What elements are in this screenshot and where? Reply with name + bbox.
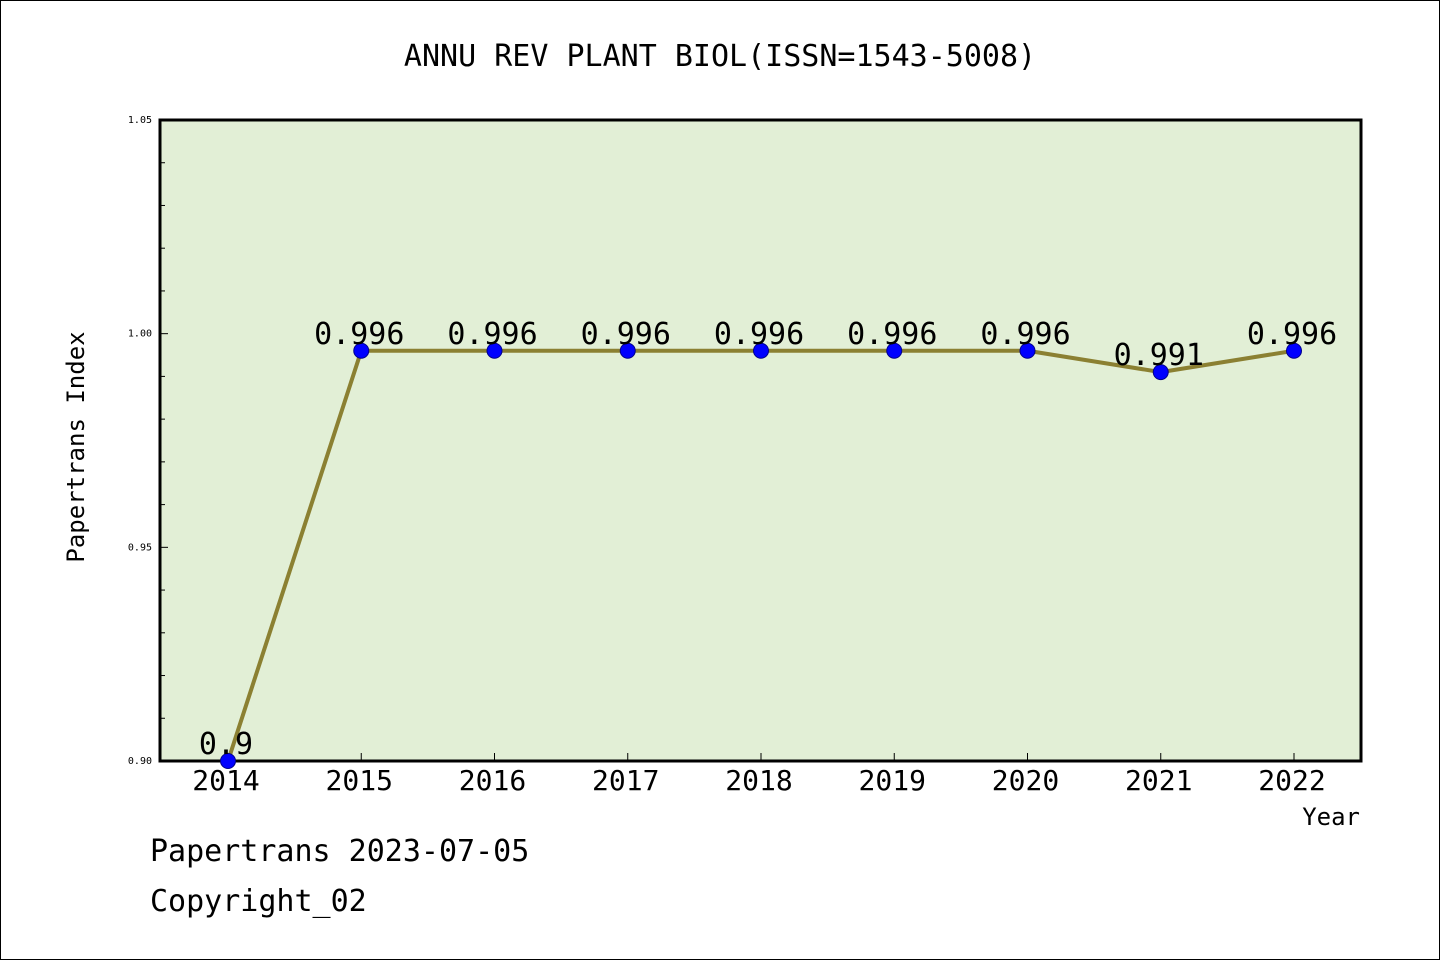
data-point	[619, 342, 636, 359]
plot-area	[158, 118, 1363, 763]
chart-title: ANNU REV PLANT BIOL(ISSN=1543-5008)	[404, 39, 1036, 74]
data-point	[886, 342, 903, 359]
data-point	[1019, 342, 1036, 359]
x-tick-label: 2022	[1258, 764, 1325, 797]
data-label: 0.996	[314, 317, 404, 352]
x-axis: 2014 2015 2016 2017 2018 2019 2020 2021 2022	[192, 753, 1326, 797]
data-point	[1152, 364, 1169, 381]
data-point	[753, 342, 769, 359]
y-tick-label: 0.95	[128, 542, 152, 553]
x-tick-label: 2020	[992, 764, 1059, 797]
data-point	[220, 753, 236, 769]
data-label: 0.9	[199, 727, 253, 762]
data-point	[486, 342, 503, 359]
series-papertrans-index	[220, 342, 1302, 769]
x-tick-label: 2015	[326, 764, 393, 797]
data-point	[1286, 342, 1302, 359]
data-label: 0.996	[447, 317, 537, 352]
data-label: 0.996	[980, 317, 1070, 352]
data-labels: 0.9 0.996 0.996 0.996 0.996 0.996 0.996 0.991 0.…	[199, 317, 1337, 762]
data-label: 0.996	[847, 317, 937, 352]
x-tick-label: 2014	[192, 764, 259, 797]
footer-date: Papertrans 2023-07-05	[150, 834, 530, 869]
x-tick-label: 2017	[592, 764, 659, 797]
x-tick-label: 2016	[459, 764, 526, 797]
data-label: 0.996	[714, 317, 804, 352]
data-label: 0.991	[1114, 338, 1204, 373]
y-axis: 0.90 0.95 1.00 1.05	[128, 115, 168, 767]
x-tick-label: 2018	[725, 764, 792, 797]
x-tick-label: 2021	[1125, 764, 1192, 797]
footer-copyright: Copyright_02	[150, 884, 367, 919]
y-tick-label: 1.00	[128, 329, 152, 340]
y-tick-label: 0.90	[128, 756, 152, 767]
x-tick-label: 2019	[859, 764, 926, 797]
y-axis-label: Papertrans Index	[62, 331, 90, 562]
data-point	[353, 342, 370, 359]
data-label: 0.996	[1247, 317, 1337, 352]
x-axis-label: Year	[1302, 803, 1360, 831]
y-tick-label: 1.05	[128, 115, 152, 126]
data-label: 0.996	[581, 317, 671, 352]
